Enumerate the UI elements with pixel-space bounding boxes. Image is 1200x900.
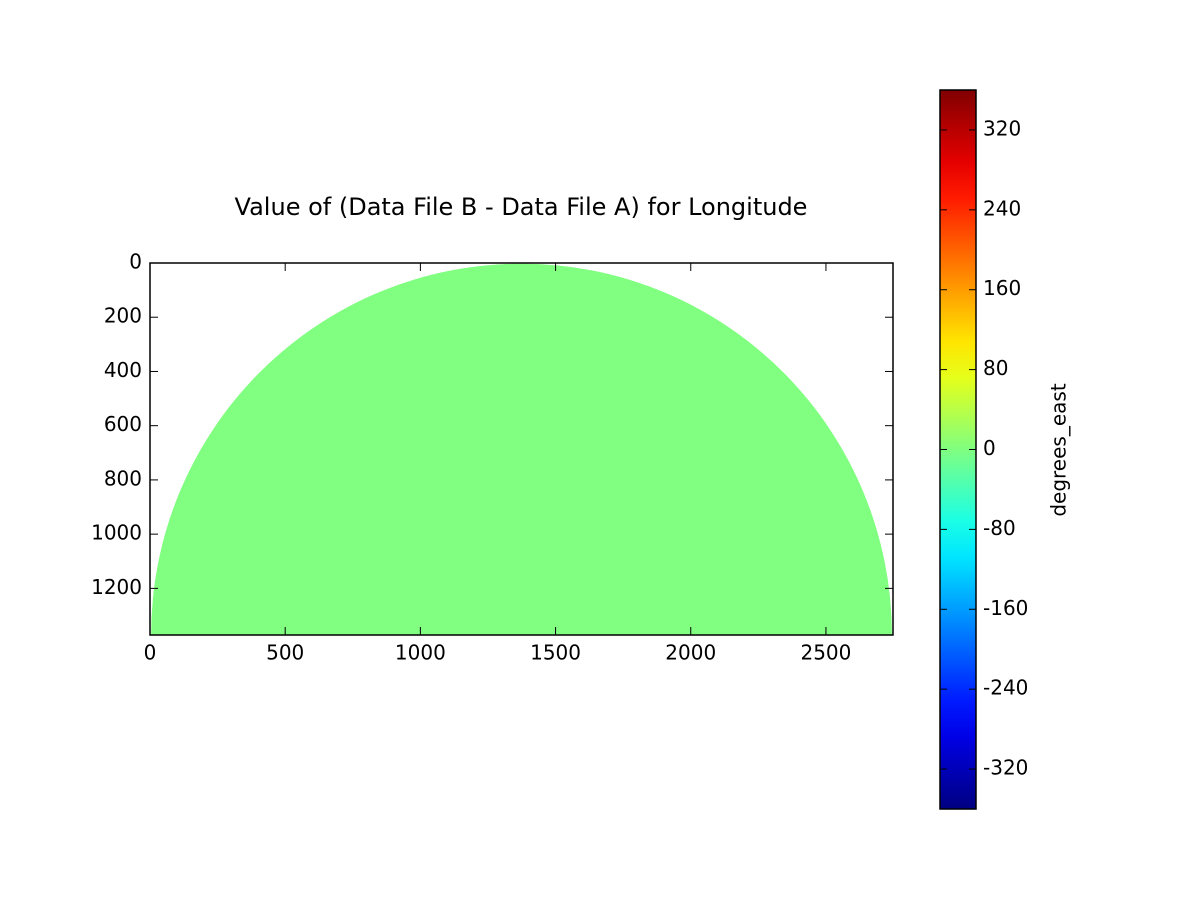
x-tick-label: 0 bbox=[144, 641, 157, 665]
colorbar-tick-label: -160 bbox=[983, 596, 1028, 620]
colorbar-tick-label: 160 bbox=[983, 276, 1021, 300]
colorbar-tick-label: -240 bbox=[983, 676, 1028, 700]
colorbar-tick-label: 320 bbox=[983, 116, 1021, 140]
x-tick-label: 2500 bbox=[800, 641, 851, 665]
y-tick-label: 600 bbox=[104, 412, 142, 436]
chart-title: Value of (Data File B - Data File A) for… bbox=[234, 193, 808, 221]
colorbar-label: degrees_east bbox=[1047, 383, 1071, 516]
colorbar-tick-label: 80 bbox=[983, 356, 1008, 380]
colorbar-tick-label: -80 bbox=[983, 516, 1016, 540]
y-tick-label: 1200 bbox=[91, 575, 142, 599]
colorbar-tick-label: -320 bbox=[983, 756, 1028, 780]
y-tick-label: 200 bbox=[104, 304, 142, 328]
y-tick-label: 1000 bbox=[91, 521, 142, 545]
y-tick-label: 0 bbox=[129, 250, 142, 274]
x-tick-label: 1500 bbox=[530, 641, 581, 665]
x-tick-label: 2000 bbox=[665, 641, 716, 665]
x-tick-label: 1000 bbox=[395, 641, 446, 665]
data-field bbox=[151, 263, 892, 635]
colorbar-tick-label: 240 bbox=[983, 196, 1021, 220]
x-tick-label: 500 bbox=[266, 641, 304, 665]
plot-frame bbox=[149, 262, 894, 636]
y-tick-label: 400 bbox=[104, 358, 142, 382]
y-tick-label: 800 bbox=[104, 466, 142, 490]
colorbar-tick-label: 0 bbox=[983, 436, 996, 460]
